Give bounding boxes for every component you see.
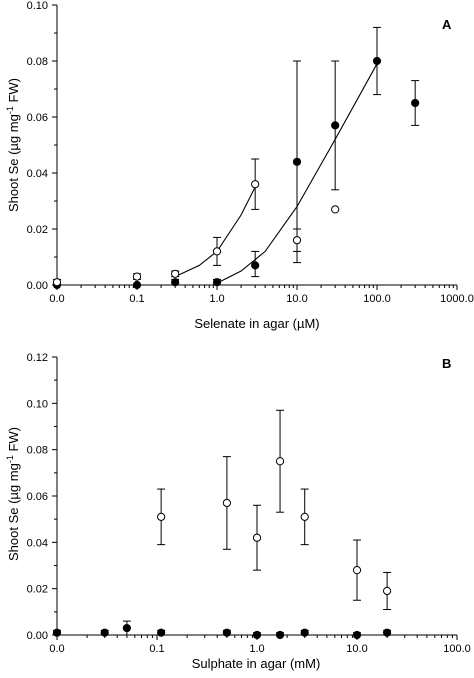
y-tick-label: 0.10: [27, 0, 48, 12]
filled-data-point: [52, 628, 62, 637]
filled-data-point: [251, 261, 260, 270]
filled-data-point: [212, 278, 222, 287]
x-tick-label: 0.0: [49, 643, 64, 655]
y-axis-title-superscript: -1: [5, 106, 15, 114]
y-tick-label: 0.02: [27, 224, 48, 236]
filled-data-point: [122, 623, 131, 633]
x-tick-label: 0.1: [149, 643, 164, 655]
y-tick-label: 0.04: [27, 537, 48, 549]
y-tick-label: 0.04: [27, 168, 48, 180]
x-tick-label: 100.0: [443, 643, 471, 655]
open-data-point: [352, 566, 362, 575]
filled-data-point: [275, 630, 285, 640]
open-data-point: [251, 180, 260, 189]
y-axis-title-main: Shoot Se (µg mg: [6, 463, 21, 561]
filled-data-point: [252, 630, 262, 640]
x-axis-title: Selenate in agar (µM): [194, 316, 319, 331]
filled-data-point: [157, 628, 166, 637]
chart-panel-a: 0.0 0.1 1.0 10.0 100.0 1000.0 0.00 0.02 0.04 0.06…: [5, 0, 474, 331]
y-tick-label: 0.06: [27, 112, 48, 124]
open-data-point: [300, 512, 309, 521]
y-axis-title-end: FW): [6, 78, 21, 106]
x-tick-label: 1.0: [249, 643, 264, 655]
x-tick-label: 0.1: [129, 293, 144, 305]
x-tick-label: 100.0: [363, 293, 391, 305]
y-axis-title-end: FW): [6, 427, 21, 455]
plot-area: 0.0 0.1 1.0 10.0 100.0 1000.0 0.00 0.02 0.04 0.06…: [27, 0, 474, 305]
filled-data-point: [300, 628, 309, 637]
open-data-point: [252, 533, 262, 542]
filled-data-point: [222, 628, 231, 637]
y-tick-label: 0.00: [27, 630, 48, 642]
x-tick-label: 1000.0: [440, 293, 474, 305]
x-tick-label: 10.0: [346, 643, 367, 655]
open-data-point: [52, 278, 62, 287]
y-axis-title-superscript: -1: [5, 455, 15, 463]
filled-data-point: [411, 98, 420, 108]
x-axis-title: Sulphate in agar (mM): [192, 656, 321, 671]
y-tick-label: 0.08: [27, 56, 48, 68]
open-data-point: [171, 269, 180, 278]
open-data-point: [275, 457, 285, 466]
open-data-point: [132, 272, 142, 281]
x-tick-label: 0.0: [49, 293, 64, 305]
open-data-point: [331, 205, 340, 214]
chart-panel-b: 0.0 0.1 1.0 10.0 100.0 0.00 0.02 0.04 0.06 0.08 0.…: [5, 352, 471, 671]
y-tick-label: 0.06: [27, 491, 48, 503]
filled-data-point: [352, 630, 362, 640]
plot-area: 0.0 0.1 1.0 10.0 100.0 0.00 0.02 0.04 0.06 0.08 0.…: [27, 352, 471, 655]
filled-data-point: [331, 121, 340, 130]
y-axis-title: Shoot Se (µg mg-1 FW): [5, 78, 21, 212]
filled-data-point: [292, 157, 302, 166]
y-tick-label: 0.08: [27, 445, 48, 457]
open-data-point: [212, 247, 222, 256]
x-tick-label: 10.0: [286, 293, 307, 305]
x-tick-label: 1.0: [209, 293, 224, 305]
fit-curve: [213, 63, 378, 286]
y-tick-label: 0.02: [27, 584, 48, 596]
y-axis-title: Shoot Se (µg mg-1 FW): [5, 427, 21, 561]
filled-data-point: [171, 278, 180, 287]
filled-data-point: [132, 280, 142, 290]
panel-label: B: [442, 356, 451, 371]
filled-data-point: [100, 628, 109, 637]
filled-data-point: [372, 56, 382, 66]
fit-curve: [174, 186, 256, 278]
panel-label: A: [442, 17, 452, 32]
y-axis-title-main: Shoot Se (µg mg: [6, 114, 21, 212]
y-tick-label: 0.10: [27, 398, 48, 410]
open-data-point: [292, 236, 302, 245]
y-tick-label: 0.12: [27, 352, 48, 364]
open-data-point: [383, 586, 392, 596]
open-data-point: [222, 498, 231, 508]
open-data-point: [157, 512, 166, 521]
filled-data-point: [383, 628, 392, 637]
y-tick-label: 0.00: [27, 280, 48, 292]
